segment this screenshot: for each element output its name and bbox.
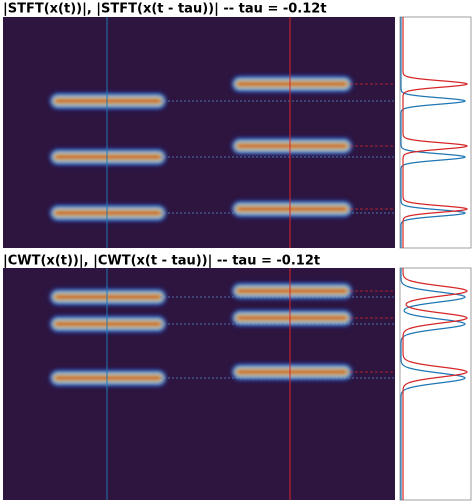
heat-blob	[50, 149, 166, 165]
heat-level	[237, 289, 347, 293]
heat-level	[55, 295, 161, 299]
heat-blob	[50, 205, 166, 221]
heat-blob	[232, 310, 352, 326]
heat-blob	[50, 289, 166, 305]
profile-curve	[402, 268, 468, 500]
heat-level	[237, 207, 347, 211]
heat-level	[237, 82, 347, 86]
heat-level	[55, 211, 161, 215]
heat-blob	[232, 364, 352, 380]
heat-level	[237, 144, 347, 148]
panel	[3, 267, 472, 501]
panel	[3, 16, 472, 249]
profile-curve	[400, 17, 467, 248]
profile-frame	[399, 16, 472, 249]
profile-curve	[400, 268, 466, 500]
heat-blob	[50, 370, 166, 386]
heat-level	[55, 322, 161, 326]
heat-level	[55, 376, 161, 380]
heat-blob	[50, 93, 166, 109]
chart-title: |STFT(x(t))|, |STFT(x(t - tau))| -- tau …	[3, 2, 327, 17]
heat-level	[55, 99, 161, 103]
chart-title: |CWT(x(t))|, |CWT(x(t - tau))| -- tau = …	[3, 254, 320, 269]
heat-level	[237, 370, 347, 374]
heat-blob	[232, 283, 352, 299]
heat-level	[55, 155, 161, 159]
heat-blob	[232, 76, 352, 92]
heat-blob	[232, 138, 352, 154]
profile-curve	[402, 17, 469, 248]
heat-blob	[232, 201, 352, 217]
heat-blob	[50, 316, 166, 332]
heat-level	[237, 316, 347, 320]
